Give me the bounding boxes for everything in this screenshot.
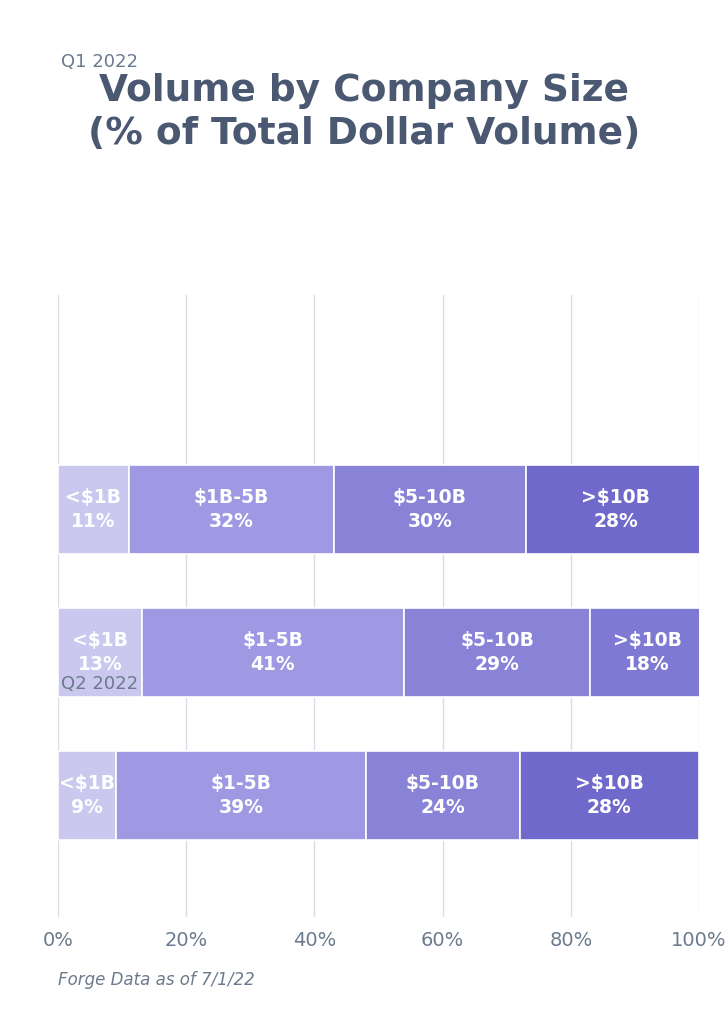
Text: $5-10B
24%: $5-10B 24% [405,774,480,817]
Text: Forge Data as of 7/1/22: Forge Data as of 7/1/22 [58,972,255,989]
Bar [58,608,141,697]
Bar [58,465,129,554]
Text: $1-5B
39%: $1-5B 39% [210,774,272,817]
Text: <$1B
13%: <$1B 13% [72,631,128,674]
Text: <$1B
9%: <$1B 9% [59,774,115,817]
Bar [116,751,365,840]
Text: $5-10B
30%: $5-10B 30% [393,488,467,531]
Bar [520,751,699,840]
Bar [58,751,116,840]
Text: <$1B
11%: <$1B 11% [66,488,122,531]
Bar [590,608,705,697]
Text: $1B-5B
32%: $1B-5B 32% [194,488,269,531]
Text: >$10B
18%: >$10B 18% [613,631,682,674]
Text: $5-10B
29%: $5-10B 29% [460,631,534,674]
Text: >$10B
28%: >$10B 28% [574,774,644,817]
Text: Volume by Company Size
(% of Total Dollar Volume): Volume by Company Size (% of Total Dolla… [88,73,640,151]
Text: Q2 2022: Q2 2022 [61,675,138,693]
Bar [333,465,526,554]
Text: >$10B
28%: >$10B 28% [581,488,650,531]
Bar [404,608,590,697]
Bar [141,608,404,697]
Text: Q1 2022: Q1 2022 [61,54,138,71]
Bar [129,465,333,554]
Text: $1-5B
41%: $1-5B 41% [242,631,304,674]
Bar [365,751,520,840]
Bar [526,465,705,554]
